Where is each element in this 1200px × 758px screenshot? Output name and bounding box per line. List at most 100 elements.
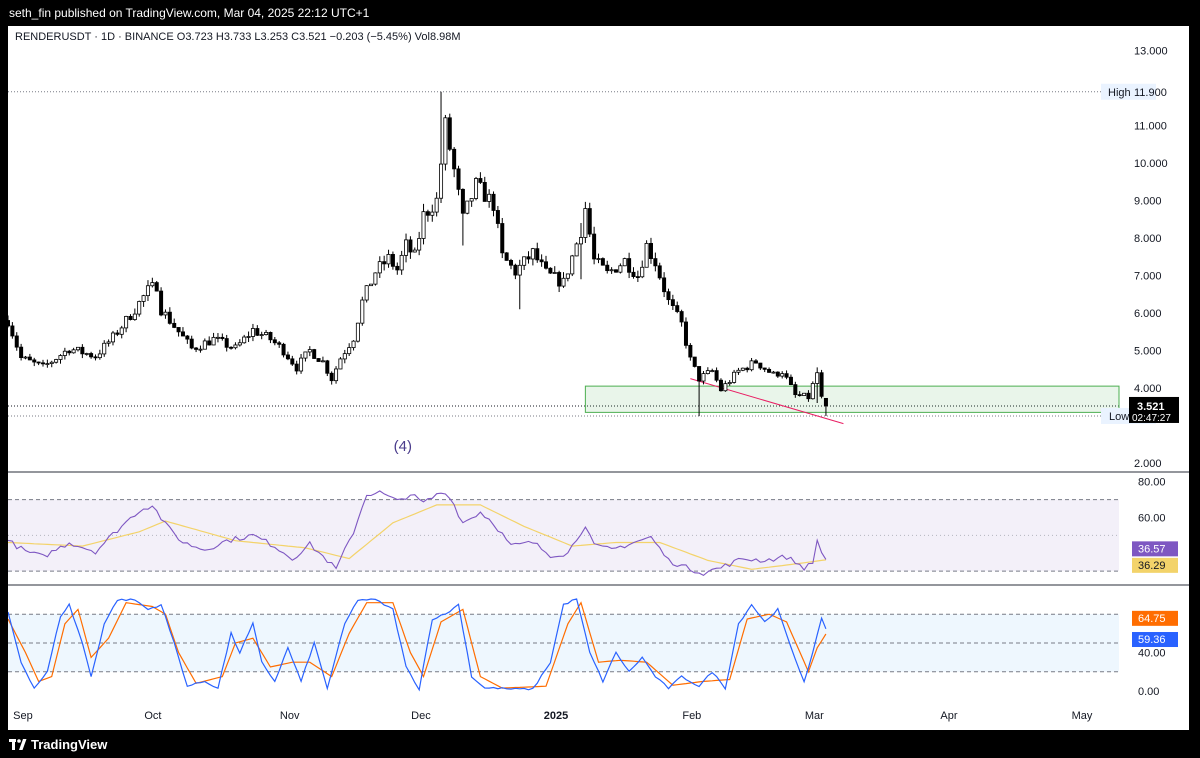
candle[interactable] [93, 354, 98, 361]
candle[interactable] [627, 252, 632, 279]
candle[interactable] [8, 315, 11, 328]
candle[interactable] [758, 362, 763, 371]
candle[interactable] [255, 325, 260, 336]
candle[interactable] [377, 256, 382, 278]
candle[interactable] [688, 343, 693, 361]
candle[interactable] [460, 188, 465, 246]
candle[interactable] [154, 280, 159, 292]
candle[interactable] [653, 252, 658, 272]
candle[interactable] [32, 357, 37, 367]
candle[interactable] [456, 165, 461, 196]
candle[interactable] [780, 371, 785, 379]
candle[interactable] [325, 359, 330, 377]
candle[interactable] [544, 255, 549, 270]
candle[interactable] [185, 335, 190, 344]
candle[interactable] [159, 287, 164, 317]
candle[interactable] [434, 192, 439, 217]
candle[interactable] [395, 262, 400, 275]
candle[interactable] [246, 331, 251, 343]
candle[interactable] [316, 358, 321, 362]
candle[interactable] [115, 329, 120, 337]
candle[interactable] [727, 380, 732, 386]
candle[interactable] [373, 272, 378, 286]
candle[interactable] [10, 322, 15, 339]
candle[interactable] [58, 354, 63, 364]
candle[interactable] [211, 332, 216, 346]
candle[interactable] [36, 361, 41, 366]
candle[interactable] [823, 397, 828, 417]
candle[interactable] [307, 346, 312, 357]
candle[interactable] [355, 322, 360, 343]
candle[interactable] [478, 172, 483, 184]
candle[interactable] [802, 392, 807, 396]
candle[interactable] [259, 331, 264, 340]
candle[interactable] [364, 285, 369, 303]
candle[interactable] [557, 270, 562, 293]
candle[interactable] [465, 200, 470, 215]
candle[interactable] [810, 381, 815, 400]
candle[interactable] [167, 307, 172, 325]
candle[interactable] [513, 263, 518, 280]
candle[interactable] [666, 288, 671, 305]
candle[interactable] [552, 266, 557, 274]
candle[interactable] [75, 346, 80, 352]
candle[interactable] [692, 356, 697, 368]
candle[interactable] [522, 256, 527, 271]
candle[interactable] [500, 217, 505, 259]
candle[interactable] [583, 201, 588, 243]
candle[interactable] [697, 366, 702, 417]
candle[interactable] [49, 360, 54, 368]
candle[interactable] [767, 367, 772, 373]
candle[interactable] [320, 356, 325, 363]
candle[interactable] [740, 367, 745, 372]
candle[interactable] [509, 258, 514, 270]
candle[interactable] [382, 255, 387, 271]
candle[interactable] [443, 114, 448, 171]
candle[interactable] [272, 336, 277, 346]
trendline[interactable] [690, 378, 844, 425]
candle[interactable] [84, 352, 89, 356]
candle[interactable] [631, 267, 636, 279]
candle[interactable] [600, 257, 605, 266]
candle[interactable] [421, 203, 426, 245]
candle[interactable] [753, 359, 758, 364]
candle[interactable] [548, 267, 553, 274]
candle[interactable] [40, 359, 45, 367]
candle[interactable] [89, 351, 94, 359]
candle[interactable] [793, 381, 798, 398]
candle[interactable] [683, 317, 688, 349]
candle[interactable] [491, 191, 496, 217]
candle[interactable] [176, 327, 181, 337]
candle[interactable] [334, 366, 339, 384]
candle[interactable] [701, 371, 706, 385]
candle[interactable] [482, 176, 487, 202]
candle[interactable] [797, 391, 802, 397]
candle[interactable] [62, 347, 67, 360]
candle[interactable] [264, 329, 269, 336]
candle[interactable] [180, 327, 185, 337]
candle[interactable] [495, 205, 500, 229]
chart-panel[interactable]: RENDERUSDT · 1D · BINANCE O3.723 H3.733 … [8, 26, 1189, 730]
candle[interactable] [775, 371, 780, 378]
tradingview-brand[interactable]: TradingView [9, 737, 107, 752]
candle[interactable] [561, 272, 566, 288]
candle[interactable] [97, 349, 102, 360]
support-zone[interactable] [584, 385, 1120, 413]
candle[interactable] [399, 250, 404, 275]
candle[interactable] [163, 309, 168, 319]
candle[interactable] [404, 233, 409, 263]
candle[interactable] [670, 294, 675, 311]
candle[interactable] [530, 247, 535, 266]
candle[interactable] [587, 202, 592, 238]
candle[interactable] [67, 349, 72, 356]
candle[interactable] [110, 330, 115, 346]
candle[interactable] [657, 262, 662, 280]
candle[interactable] [430, 204, 435, 222]
candle[interactable] [417, 231, 422, 256]
candle[interactable] [749, 357, 754, 372]
candle[interactable] [150, 277, 155, 288]
candle[interactable] [605, 260, 610, 274]
candle[interactable] [215, 333, 220, 343]
candle[interactable] [425, 209, 430, 222]
candle[interactable] [14, 332, 19, 351]
